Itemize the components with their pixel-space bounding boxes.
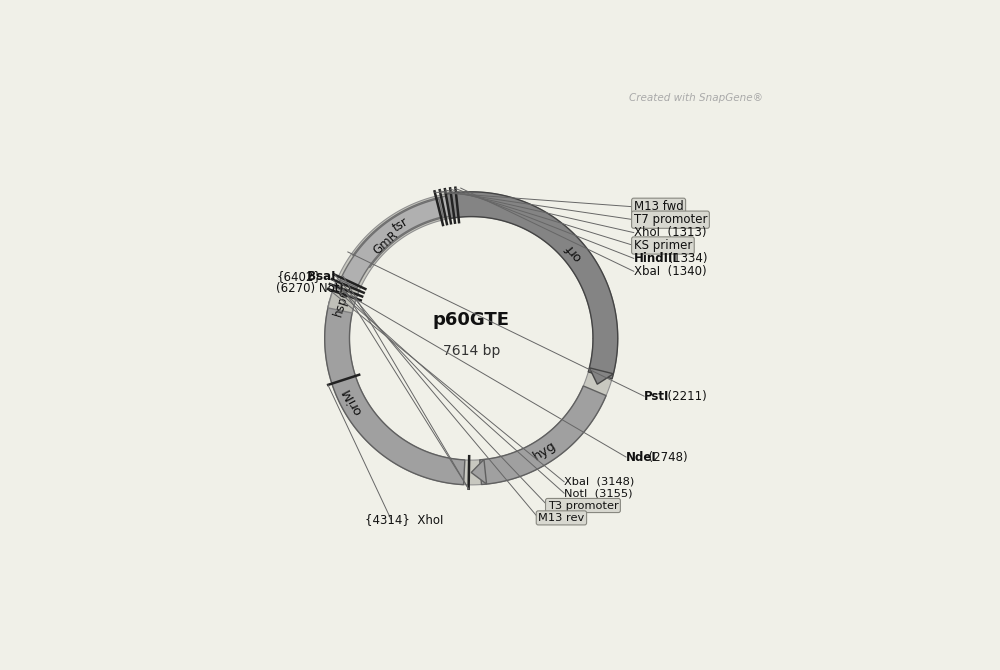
Text: M13 rev: M13 rev	[538, 513, 585, 523]
Text: hyg: hyg	[530, 439, 558, 463]
Text: HindIII: HindIII	[634, 252, 677, 265]
Polygon shape	[589, 368, 613, 384]
Text: XhoI  (1313): XhoI (1313)	[634, 226, 706, 239]
Text: {4314}  XhoI: {4314} XhoI	[365, 513, 444, 527]
Text: T7 promoter: T7 promoter	[634, 213, 707, 226]
Text: XbaI  (1340): XbaI (1340)	[634, 265, 706, 278]
Polygon shape	[325, 192, 618, 485]
Text: hsp60: hsp60	[331, 280, 354, 318]
Polygon shape	[446, 192, 618, 379]
Text: BsaI: BsaI	[303, 270, 336, 283]
Text: T3 promoter: T3 promoter	[548, 500, 618, 511]
Polygon shape	[328, 281, 359, 313]
Text: NdeI: NdeI	[626, 450, 657, 464]
Polygon shape	[353, 196, 450, 267]
Text: Created with SnapGene®: Created with SnapGene®	[629, 93, 763, 103]
Text: p60GTE: p60GTE	[433, 312, 510, 329]
Polygon shape	[471, 460, 487, 484]
Text: (1334): (1334)	[661, 252, 707, 265]
Text: XbaI  (3148): XbaI (3148)	[564, 477, 634, 487]
Text: M13 fwd: M13 fwd	[634, 200, 683, 213]
Text: tsr: tsr	[390, 215, 410, 234]
Polygon shape	[338, 198, 443, 291]
Text: NotI  (3155): NotI (3155)	[564, 488, 633, 498]
Text: (2748): (2748)	[641, 450, 688, 464]
Text: {6402}: {6402}	[276, 270, 321, 283]
Text: 7614 bp: 7614 bp	[443, 344, 500, 358]
Text: (2211): (2211)	[660, 390, 706, 403]
Text: oriM: oriM	[340, 385, 365, 417]
Text: orf: orf	[563, 241, 585, 263]
Text: KS primer: KS primer	[634, 239, 692, 252]
Polygon shape	[325, 300, 465, 484]
Text: GmR: GmR	[371, 229, 401, 258]
Text: (6270) NotI: (6270) NotI	[276, 282, 343, 295]
Polygon shape	[340, 280, 357, 297]
Polygon shape	[480, 386, 606, 484]
Text: PstI: PstI	[644, 390, 669, 403]
